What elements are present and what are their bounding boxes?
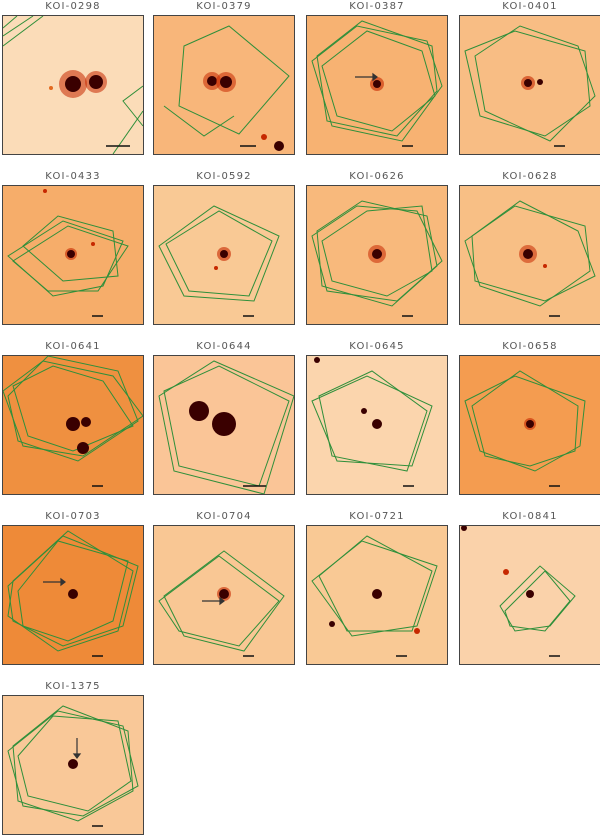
panel-title: KOI-0644 <box>196 341 252 352</box>
panel-koi-0658: KOI-0658 <box>459 340 600 495</box>
panel-title: KOI-0721 <box>349 511 405 522</box>
panel-title: KOI-0658 <box>502 341 558 352</box>
star-image <box>459 355 600 495</box>
star-image <box>306 185 448 325</box>
arrow-icon <box>72 738 82 759</box>
panel-koi-0628: KOI-0628 <box>459 170 600 325</box>
arrow-icon <box>202 596 225 606</box>
star-image <box>2 695 144 835</box>
star-image <box>153 185 295 325</box>
star-image <box>459 185 600 325</box>
panel-title: KOI-0841 <box>502 511 558 522</box>
panel-title: KOI-0626 <box>349 171 405 182</box>
panel-title: KOI-0401 <box>502 1 558 12</box>
arrow-icon <box>43 577 66 587</box>
panel-title: KOI-0387 <box>349 1 405 12</box>
panel-koi-0641: KOI-0641 <box>2 340 144 495</box>
star-image <box>306 15 448 155</box>
panel-koi-0401: KOI-0401 <box>459 0 600 155</box>
panel-title: KOI-0704 <box>196 511 252 522</box>
panel-title: KOI-0628 <box>502 171 558 182</box>
panel-title: KOI-0298 <box>45 1 101 12</box>
panel-title: KOI-1375 <box>45 681 101 692</box>
panel-koi-0645: KOI-0645 <box>306 340 448 495</box>
panel-title: KOI-0592 <box>196 171 252 182</box>
star-image <box>2 185 144 325</box>
panel-koi-0592: KOI-0592 <box>153 170 295 325</box>
panel-title: KOI-0379 <box>196 1 252 12</box>
panel-koi-0433: KOI-0433 <box>2 170 144 325</box>
star-image <box>2 355 144 495</box>
star-image <box>306 355 448 495</box>
star-image <box>306 525 448 665</box>
star-image <box>153 525 295 665</box>
panel-koi-0644: KOI-0644 <box>153 340 295 495</box>
panel-koi-0379: KOI-0379 <box>153 0 295 155</box>
panel-title: KOI-0703 <box>45 511 101 522</box>
panel-title: KOI-0645 <box>349 341 405 352</box>
panel-koi-0841: KOI-0841 <box>459 510 600 665</box>
panel-koi-0703: KOI-0703 <box>2 510 144 665</box>
star-image <box>2 525 144 665</box>
panel-koi-1375: KOI-1375 <box>2 680 144 835</box>
panel-koi-0704: KOI-0704 <box>153 510 295 665</box>
panel-koi-0721: KOI-0721 <box>306 510 448 665</box>
arrow-icon <box>355 72 378 82</box>
panel-koi-0387: KOI-0387 <box>306 0 448 155</box>
panel-koi-0626: KOI-0626 <box>306 170 448 325</box>
panel-koi-0298: KOI-0298 <box>2 0 144 155</box>
star-image <box>459 525 600 665</box>
star-image <box>153 15 295 155</box>
star-image <box>459 15 600 155</box>
panel-title: KOI-0641 <box>45 341 101 352</box>
panel-title: KOI-0433 <box>45 171 101 182</box>
star-image <box>2 15 144 155</box>
star-image <box>153 355 295 495</box>
